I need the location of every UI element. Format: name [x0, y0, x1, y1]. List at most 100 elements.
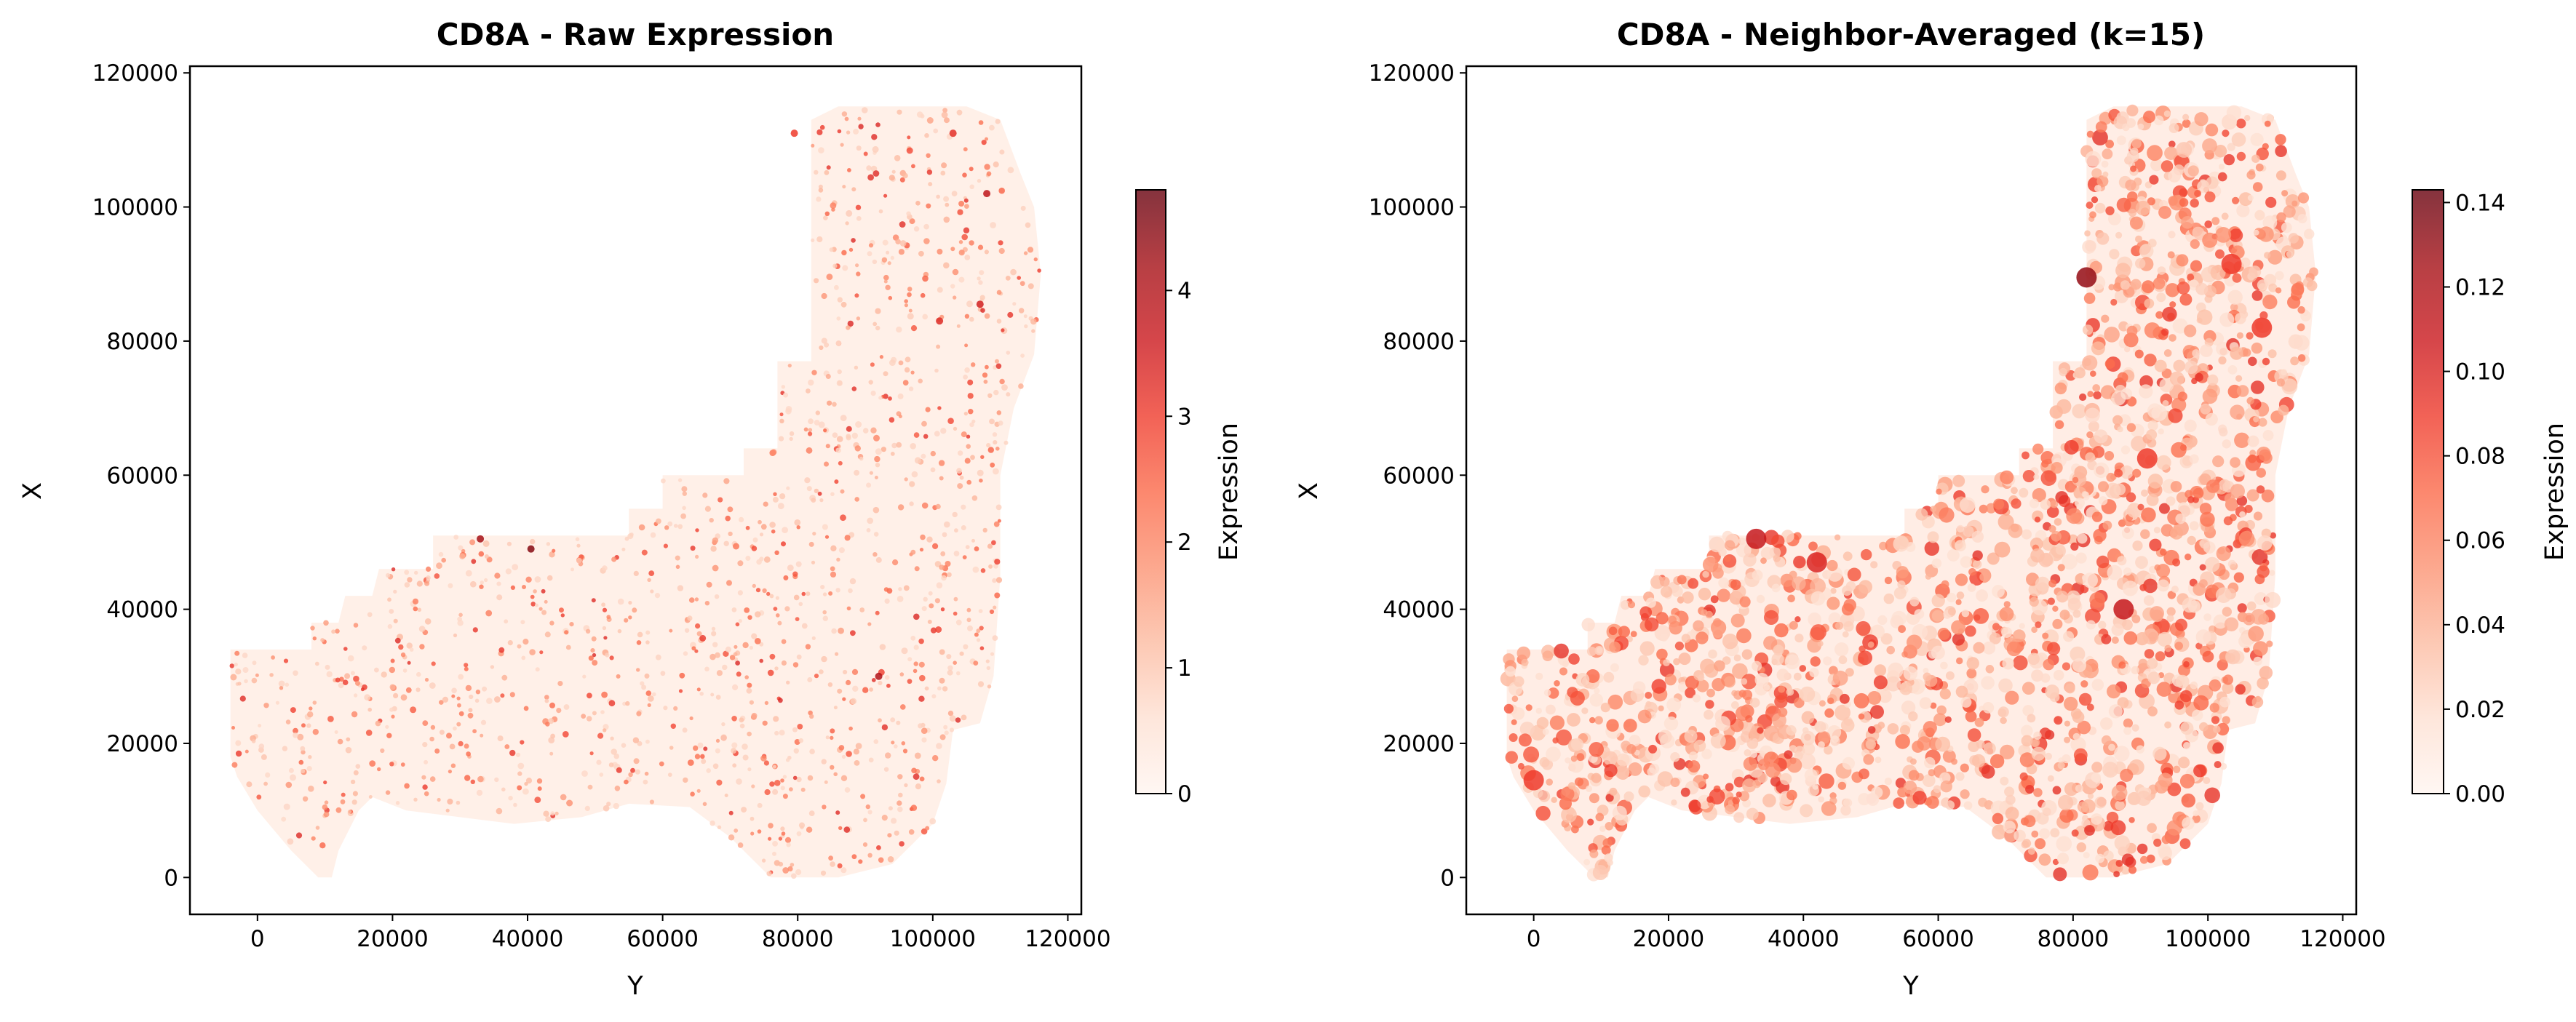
data-point: [845, 221, 849, 225]
data-point: [812, 532, 816, 536]
data-point: [324, 800, 329, 805]
data-point: [2047, 642, 2061, 655]
data-point: [2244, 505, 2253, 514]
data-point: [231, 762, 238, 768]
data-point: [2094, 185, 2102, 193]
data-point: [2219, 762, 2227, 770]
data-point: [643, 779, 648, 785]
data-point: [779, 493, 786, 500]
data-point: [2179, 773, 2195, 789]
data-point: [2251, 696, 2264, 708]
data-point: [930, 467, 936, 473]
data-point: [2085, 608, 2101, 625]
data-point: [883, 274, 889, 281]
data-point: [319, 842, 326, 849]
data-point: [879, 355, 883, 359]
data-point: [1912, 791, 1927, 805]
data-point: [2005, 690, 2019, 705]
data-point: [2051, 531, 2062, 542]
data-point: [1966, 668, 1977, 679]
data-point: [1837, 781, 1846, 790]
colorbar-tick-label: 0.06: [2455, 528, 2505, 554]
data-point: [1605, 794, 1614, 802]
data-point: [424, 618, 432, 625]
colorbar-tick-label: 0.04: [2455, 612, 2505, 639]
data-point: [796, 525, 800, 530]
data-point: [1517, 762, 1524, 770]
data-point: [1031, 329, 1035, 333]
data-point: [1987, 552, 2000, 565]
data-point: [687, 759, 694, 766]
data-point: [2251, 290, 2263, 301]
data-point: [824, 535, 830, 539]
data-point: [1612, 805, 1627, 821]
data-point: [1875, 756, 1882, 764]
data-point: [632, 737, 640, 743]
data-point: [889, 175, 895, 181]
data-point: [702, 802, 707, 807]
data-point: [875, 308, 881, 314]
data-point: [945, 561, 951, 567]
data-point: [391, 567, 396, 572]
data-point: [2143, 595, 2155, 606]
data-point: [2125, 179, 2136, 191]
data-point: [717, 497, 723, 503]
data-point: [715, 652, 720, 658]
data-point: [762, 588, 767, 594]
axes-frame: [1465, 65, 2358, 916]
data-point: [1960, 696, 1972, 708]
data-point: [940, 170, 946, 176]
data-point: [868, 757, 874, 763]
data-point: [873, 434, 880, 442]
data-point: [652, 692, 656, 697]
data-point: [822, 610, 827, 615]
data-point: [2022, 682, 2035, 695]
data-point: [663, 706, 668, 711]
data-point: [963, 644, 969, 650]
data-point: [709, 821, 715, 826]
data-point: [1843, 620, 1854, 632]
data-point: [889, 359, 896, 366]
data-point: [2117, 697, 2129, 708]
data-point: [458, 545, 464, 551]
data-point: [1542, 650, 1554, 661]
data-point: [290, 774, 296, 781]
chart-title: CD8A - Neighbor-Averaged (k=15): [1617, 17, 2205, 52]
data-point: [456, 800, 461, 805]
data-point: [848, 588, 853, 594]
data-point: [773, 716, 779, 722]
data-point: [2172, 558, 2181, 567]
data-point: [2239, 511, 2246, 518]
data-point: [752, 537, 758, 543]
data-point: [2085, 151, 2102, 167]
data-point: [367, 612, 373, 618]
data-point: [2270, 532, 2277, 539]
data-point: [2138, 658, 2148, 668]
data-point: [603, 636, 608, 640]
data-point: [2128, 759, 2144, 775]
data-point: [647, 578, 651, 582]
data-point: [637, 740, 643, 746]
data-point: [918, 638, 924, 644]
data-point: [899, 240, 907, 247]
data-point: [772, 851, 776, 856]
data-point: [2093, 462, 2110, 479]
data-point: [2236, 119, 2246, 129]
data-point: [875, 325, 880, 331]
data-point: [806, 591, 811, 596]
data-point: [734, 644, 738, 649]
data-point: [424, 759, 429, 764]
data-point: [937, 686, 942, 691]
data-point: [1742, 778, 1757, 793]
data-point: [410, 706, 417, 714]
data-point: [394, 637, 401, 644]
data-point: [632, 607, 637, 613]
data-point: [958, 276, 965, 283]
data-point: [2072, 476, 2079, 484]
data-point: [2168, 123, 2179, 134]
data-point: [1523, 746, 1540, 763]
data-point: [307, 711, 314, 718]
data-point: [984, 313, 990, 319]
data-point: [549, 702, 555, 708]
data-point: [2251, 380, 2265, 394]
